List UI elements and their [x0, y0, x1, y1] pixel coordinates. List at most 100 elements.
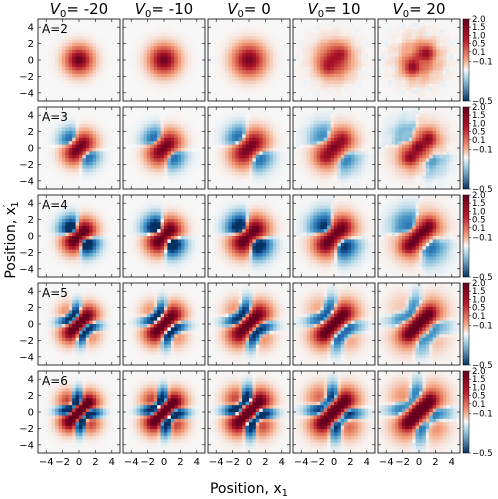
heat-cell [249, 114, 253, 118]
heat-cell [266, 148, 270, 152]
heat-cell [395, 33, 399, 37]
heat-cell [178, 67, 182, 71]
heat-cell [276, 131, 280, 135]
heat-cell [144, 84, 148, 88]
heat-cell [385, 74, 389, 78]
heat-cell [263, 77, 267, 81]
heat-cell [324, 91, 328, 95]
heat-cell [266, 29, 270, 33]
heat-cell [147, 63, 151, 67]
heat-cell [89, 26, 93, 30]
heat-cell [307, 33, 311, 37]
heat-cell [147, 138, 151, 142]
heat-cell [300, 128, 304, 132]
heat-cell [191, 84, 195, 88]
heat-cell [283, 175, 287, 179]
heat-cell [211, 151, 215, 155]
heat-cell [82, 26, 86, 30]
heat-cell [232, 94, 236, 98]
heat-cell [185, 22, 189, 26]
heat-cell [208, 63, 212, 67]
heat-cell [167, 117, 171, 121]
heat-cell [436, 74, 440, 78]
heat-cell [314, 138, 318, 142]
heat-cell [381, 63, 385, 67]
heat-cell [399, 57, 403, 61]
heat-cell [150, 53, 154, 57]
heat-cell [110, 43, 114, 47]
heat-cell [232, 141, 236, 145]
heat-cell [140, 117, 144, 121]
heat-cell [167, 81, 171, 85]
column-title-0: V0= -20 [50, 0, 108, 20]
heat-cell [103, 145, 107, 149]
heat-cell [422, 70, 426, 74]
heat-cell [365, 29, 369, 33]
heat-cell [133, 91, 137, 95]
heat-cell [266, 60, 270, 64]
heat-cell [100, 74, 104, 78]
heat-cell [126, 26, 130, 30]
heat-cell [62, 60, 66, 64]
heat-cell [263, 165, 267, 169]
heat-cell [446, 84, 450, 88]
heat-cell [133, 46, 137, 50]
heat-cell [126, 40, 130, 44]
heat-cell [100, 33, 104, 37]
heat-cell [422, 46, 426, 50]
heat-cell [263, 131, 267, 135]
heat-cell [440, 84, 444, 88]
heat-cell [270, 131, 274, 135]
heat-cell [82, 179, 86, 183]
heat-cell [256, 70, 260, 74]
heat-cell [409, 29, 413, 33]
heat-cell [388, 91, 392, 95]
heat-cell [232, 148, 236, 152]
heat-cell [222, 70, 226, 74]
heat-cell [317, 175, 321, 179]
heat-cell [422, 84, 426, 88]
heat-cell [263, 117, 267, 121]
heat-cell [164, 74, 168, 78]
heat-cell [211, 91, 215, 95]
heat-cell [38, 50, 42, 54]
heat-cell [144, 77, 148, 81]
heat-cell [399, 63, 403, 67]
heat-cell [106, 94, 110, 98]
heat-cell [130, 53, 134, 57]
heat-cell [409, 84, 413, 88]
heat-cell [167, 114, 171, 118]
heat-cell [198, 121, 202, 125]
heat-cell [246, 155, 250, 159]
heat-cell [385, 60, 389, 64]
heat-cell [89, 81, 93, 85]
heat-cell [446, 36, 450, 40]
heat-cell [215, 94, 219, 98]
heat-cell [283, 145, 287, 149]
heat-cell [133, 19, 137, 23]
heat-cell [62, 165, 66, 169]
heat-cell [79, 169, 83, 173]
heat-cell [341, 87, 345, 91]
heat-cell [344, 50, 348, 54]
heat-cell [106, 162, 110, 166]
heat-cell [69, 138, 73, 142]
heat-cell [252, 67, 256, 71]
heat-cell [147, 84, 151, 88]
heat-cell [48, 94, 52, 98]
heat-cell [185, 169, 189, 173]
heat-cell [334, 67, 338, 71]
heat-cell [256, 141, 260, 145]
heat-cell [178, 179, 182, 183]
heat-cell [133, 158, 137, 162]
heat-cell [310, 162, 314, 166]
heat-cell [273, 70, 277, 74]
heat-cell [96, 169, 100, 173]
heat-cell [314, 172, 318, 176]
heat-cell [69, 172, 73, 176]
heat-cell [52, 67, 56, 71]
heat-cell [86, 179, 90, 183]
heat-cell [137, 124, 141, 128]
heat-cell [317, 117, 321, 121]
heat-cell [416, 60, 420, 64]
